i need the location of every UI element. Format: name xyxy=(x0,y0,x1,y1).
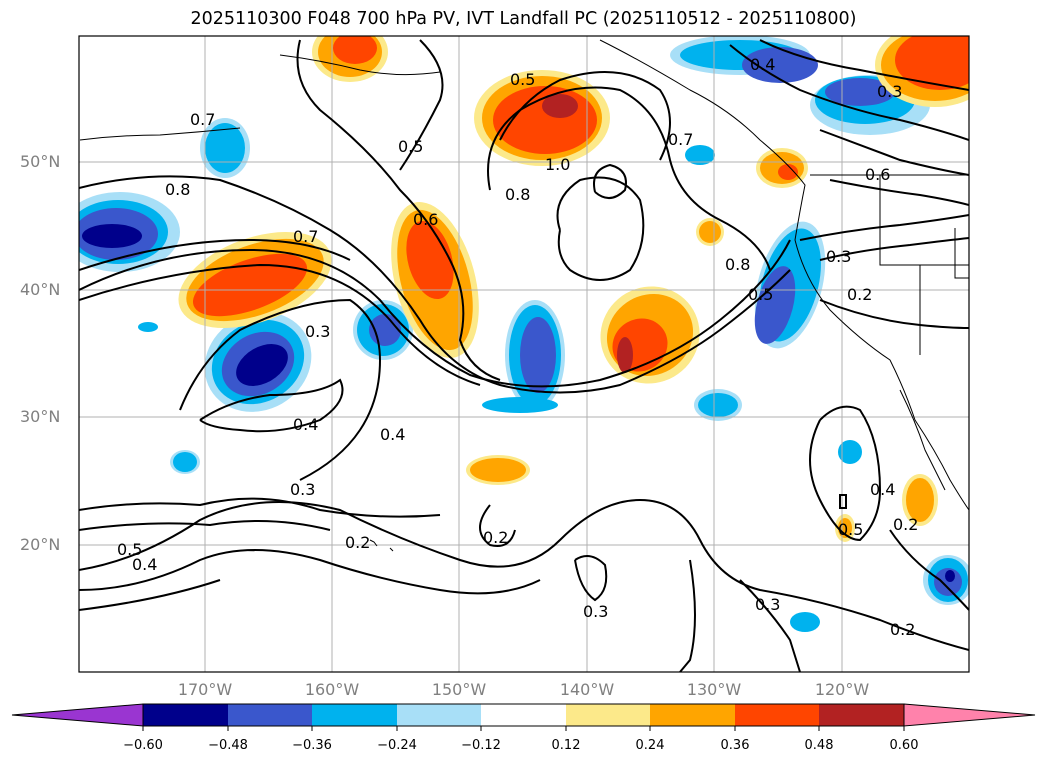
colorbar-swatch xyxy=(312,704,397,726)
colorbar-extend-max xyxy=(903,703,1036,727)
lon-label-130w: 130°W xyxy=(686,680,742,699)
colorbar-tick-label: −0.12 xyxy=(461,738,501,753)
colorbar-extend-min xyxy=(11,703,144,727)
colorbar-swatch xyxy=(735,704,819,726)
lat-label-20n: 20°N xyxy=(20,535,61,554)
contour-label: 0.6 xyxy=(413,210,438,229)
colorbar-tick-label: 0.60 xyxy=(889,738,919,753)
contour-label: 0.2 xyxy=(847,285,872,304)
contour-label: 0.8 xyxy=(505,185,530,204)
lon-label-160w: 160°W xyxy=(304,680,360,699)
colorbar-tick-label: 0.12 xyxy=(551,738,581,753)
colorbar-tick-label: −0.60 xyxy=(123,738,163,753)
contour-label: 0.3 xyxy=(305,322,330,341)
contour-label: 0.5 xyxy=(748,285,773,304)
contour-label: 0.7 xyxy=(190,110,215,129)
chart-title: 2025110300 F048 700 hPa PV, IVT Landfall… xyxy=(190,9,857,29)
contour-label-group: 0.7 0.8 0.7 0.3 0.4 0.3 0.2 0.5 0.4 0.5 … xyxy=(117,55,918,639)
lat-label-50n: 50°N xyxy=(20,152,61,171)
contour-label: 0.3 xyxy=(826,247,851,266)
colorbar-tick-label: 0.24 xyxy=(635,738,665,753)
contour-label: 0.2 xyxy=(890,620,915,639)
coastlines xyxy=(79,39,969,552)
lat-label-40n: 40°N xyxy=(20,280,61,299)
contour-label: 0.5 xyxy=(398,137,423,156)
lon-label-140w: 140°W xyxy=(559,680,615,699)
colorbar-tick-label: −0.36 xyxy=(292,738,332,753)
colorbar-tick-label: 0.36 xyxy=(720,738,750,753)
contour-label: 0.2 xyxy=(893,515,918,534)
colorbar-swatch xyxy=(481,704,566,726)
colorbar-ticks xyxy=(142,726,905,731)
positive-anomaly-165w-42n xyxy=(178,231,332,329)
negative-anomaly-west xyxy=(79,192,180,272)
colorbar-tick-label: −0.48 xyxy=(208,738,248,753)
colorbar-swatch xyxy=(397,704,481,726)
map-border xyxy=(78,35,970,673)
contour-label: 0.5 xyxy=(117,540,142,559)
colorbar-tick-label: 0.48 xyxy=(804,738,834,753)
colorbar-swatch xyxy=(228,704,312,726)
colorbar-tick-label: −0.24 xyxy=(377,738,417,753)
contour-label: 0.3 xyxy=(877,82,902,101)
pv-anomaly-fill xyxy=(79,36,969,632)
contour-lines xyxy=(79,39,969,672)
negative-anomaly-small xyxy=(138,118,969,632)
contour-label: 0.2 xyxy=(483,528,508,547)
contour-label: 0.5 xyxy=(510,70,535,89)
contour-label: 0.4 xyxy=(132,555,157,574)
contour-label: 0.8 xyxy=(165,180,190,199)
colorbar-swatch xyxy=(650,704,735,726)
negative-anomaly-145w-35n xyxy=(482,300,565,413)
colorbar-swatch xyxy=(566,704,650,726)
colorbar-outline xyxy=(142,703,905,727)
contour-label: 1.0 xyxy=(545,155,570,174)
positive-anomaly-small xyxy=(466,148,938,542)
contour-label: 0.4 xyxy=(380,425,405,444)
positive-anomaly-137w-36n xyxy=(600,286,700,384)
colorbar-swatch xyxy=(143,704,228,726)
contour-label: 0.7 xyxy=(293,227,318,246)
negative-anomaly-west-coast xyxy=(754,221,826,349)
colorbar-swatch xyxy=(819,704,904,726)
contour-label: 0.6 xyxy=(865,165,890,184)
lat-label-30n: 30°N xyxy=(20,407,61,426)
colorbar xyxy=(11,703,1036,731)
contour-label: 0.3 xyxy=(583,602,608,621)
contour-label: 0.4 xyxy=(750,55,775,74)
positive-anomaly-north xyxy=(312,36,969,107)
contour-label: 0.4 xyxy=(870,480,895,499)
contour-label: 0.5 xyxy=(838,520,863,539)
lon-label-120w: 120°W xyxy=(814,680,870,699)
positive-anomaly-145w-52n xyxy=(474,70,610,166)
negative-anomaly-155w-37n xyxy=(353,300,413,360)
contour-label: 0.7 xyxy=(668,130,693,149)
contour-label: 0.8 xyxy=(725,255,750,274)
contour-label: 0.3 xyxy=(290,480,315,499)
contour-label: 0.3 xyxy=(755,595,780,614)
lon-label-170w: 170°W xyxy=(177,680,233,699)
gridlines xyxy=(79,36,969,672)
contour-label: 0.2 xyxy=(345,533,370,552)
lon-label-150w: 150°W xyxy=(431,680,487,699)
contour-label: 0.4 xyxy=(293,415,318,434)
